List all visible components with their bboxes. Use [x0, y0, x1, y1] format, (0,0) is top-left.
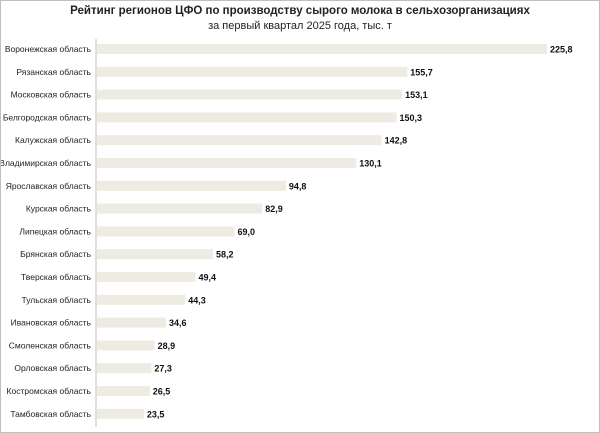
- data-label: 58,2: [216, 250, 234, 260]
- category-label: Орловская область: [14, 363, 91, 373]
- category-label: Воронежская область: [5, 44, 92, 54]
- bar: [97, 112, 397, 123]
- data-label: 69,0: [238, 227, 256, 237]
- bar: [97, 317, 166, 328]
- bar: [97, 180, 286, 191]
- bar: [97, 135, 382, 146]
- category-label: Рязанская область: [16, 67, 91, 77]
- bar: [97, 294, 186, 305]
- category-label: Курская область: [26, 204, 92, 214]
- category-label: Тамбовская область: [10, 409, 91, 419]
- bar: [97, 158, 357, 168]
- bar: [97, 249, 213, 260]
- bar: [97, 89, 403, 100]
- data-label: 34,6: [169, 318, 187, 328]
- category-label: Тульская область: [22, 295, 92, 305]
- data-label: 94,8: [289, 181, 307, 191]
- category-label: Тверская область: [21, 272, 92, 282]
- data-label: 27,3: [154, 364, 172, 374]
- category-label: Белгородская область: [3, 112, 92, 122]
- bar: [97, 272, 196, 282]
- category-label: Костромская область: [7, 386, 92, 396]
- data-label: 142,8: [385, 136, 408, 146]
- data-label: 49,4: [198, 273, 216, 283]
- data-label: 26,5: [153, 387, 171, 397]
- category-label: Брянская область: [20, 249, 91, 259]
- bar: [97, 226, 235, 237]
- chart-subtitle: за первый квартал 2025 года, тыс. т: [208, 20, 392, 32]
- category-label: Липецкая область: [19, 226, 91, 236]
- data-label: 155,7: [410, 67, 433, 77]
- category-label: Калужская область: [15, 135, 92, 145]
- data-label: 225,8: [550, 45, 573, 55]
- data-label: 130,1: [359, 159, 382, 169]
- chart-title: Рейтинг регионов ЦФО по производству сыр…: [70, 5, 530, 17]
- data-label: 44,3: [188, 295, 206, 305]
- category-label: Ивановская область: [11, 318, 92, 328]
- category-label: Московская область: [11, 90, 92, 100]
- data-label: 28,9: [158, 341, 176, 351]
- category-label: Владимирская область: [1, 158, 92, 168]
- category-label: Ярославская область: [6, 181, 92, 191]
- bar: [97, 203, 263, 214]
- bar: [97, 44, 547, 54]
- data-label: 153,1: [405, 90, 428, 100]
- bar: [97, 386, 150, 396]
- data-label: 82,9: [265, 204, 283, 214]
- category-label: Смоленская область: [9, 340, 92, 350]
- bar: [97, 340, 155, 351]
- bar: [97, 66, 408, 77]
- data-label: 23,5: [147, 409, 165, 419]
- bar: [97, 363, 152, 374]
- bar: [97, 408, 144, 419]
- data-label: 150,3: [400, 113, 423, 123]
